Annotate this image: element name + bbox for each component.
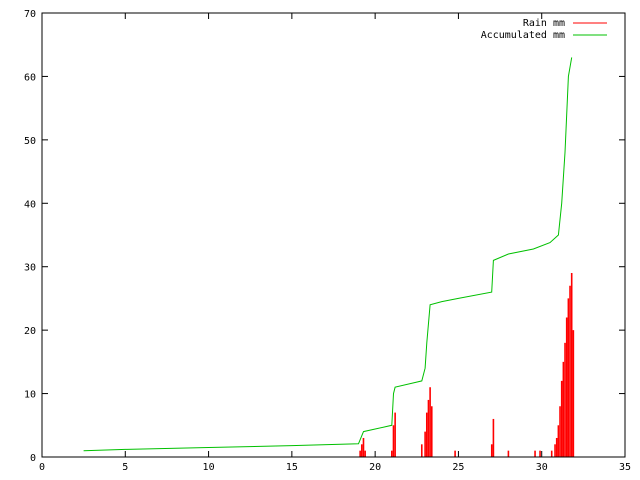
y-tick-label: 40 (24, 199, 36, 210)
y-tick-label: 60 (24, 72, 36, 83)
y-tick-label: 30 (24, 263, 36, 274)
accumulated-line (83, 57, 573, 452)
x-tick-label: 20 (369, 462, 381, 473)
rain-series (359, 273, 575, 457)
y-tick-label: 50 (24, 136, 36, 147)
axis-ticks: 0 5 10 15 20 25 30 35 0 10 20 30 40 50 60 70 (24, 9, 631, 473)
x-tick-label: 15 (286, 462, 298, 473)
x-tick-label: 35 (619, 462, 631, 473)
plot-frame (41, 12, 626, 458)
x-tick-label: 0 (39, 462, 45, 473)
x-tick-label: 5 (122, 462, 128, 473)
legend-label: Rain mm (523, 18, 565, 29)
x-tick-label: 25 (452, 462, 464, 473)
y-tick-label: 70 (24, 9, 36, 20)
x-tick-label: 30 (536, 462, 548, 473)
accumulated-series (83, 57, 573, 452)
y-tick-label: 20 (24, 326, 36, 337)
y-tick-label: 10 (24, 390, 36, 401)
legend-label: Accumulated mm (481, 30, 565, 41)
y-tick-label: 0 (30, 453, 36, 464)
x-tick-label: 10 (203, 462, 215, 473)
